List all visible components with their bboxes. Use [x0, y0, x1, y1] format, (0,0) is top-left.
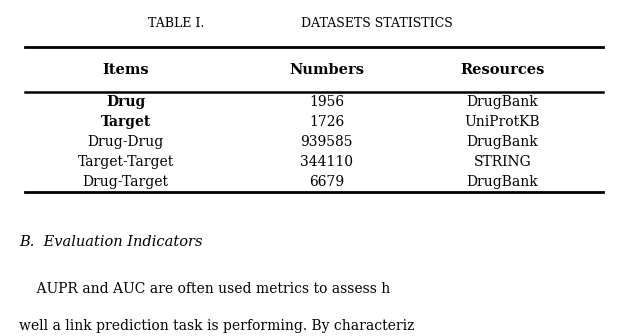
- Text: 939585: 939585: [300, 135, 353, 149]
- Text: Resources: Resources: [460, 63, 544, 77]
- Text: 344110: 344110: [300, 155, 353, 169]
- Text: TABLE I.: TABLE I.: [148, 17, 204, 30]
- Text: well a link prediction task is performing. By characteriz: well a link prediction task is performin…: [19, 319, 414, 333]
- Text: DrugBank: DrugBank: [467, 175, 538, 188]
- Text: Drug-Drug: Drug-Drug: [87, 135, 164, 149]
- Text: Numbers: Numbers: [289, 63, 364, 77]
- Text: 6679: 6679: [309, 175, 344, 188]
- Text: Drug-Target: Drug-Target: [83, 175, 168, 188]
- Text: STRING: STRING: [474, 155, 531, 169]
- Text: Drug: Drug: [106, 95, 145, 109]
- Text: DATASETS STATISTICS: DATASETS STATISTICS: [301, 17, 453, 30]
- Text: DrugBank: DrugBank: [467, 95, 538, 109]
- Text: AUPR and AUC are often used metrics to assess h: AUPR and AUC are often used metrics to a…: [19, 282, 390, 296]
- Text: B.  Evaluation Indicators: B. Evaluation Indicators: [19, 235, 202, 249]
- Text: DrugBank: DrugBank: [467, 135, 538, 149]
- Text: Items: Items: [102, 63, 149, 77]
- Text: UniProtKB: UniProtKB: [465, 115, 540, 129]
- Text: 1726: 1726: [309, 115, 344, 129]
- Text: Target-Target: Target-Target: [77, 155, 174, 169]
- Text: 1956: 1956: [309, 95, 344, 109]
- Text: Target: Target: [100, 115, 151, 129]
